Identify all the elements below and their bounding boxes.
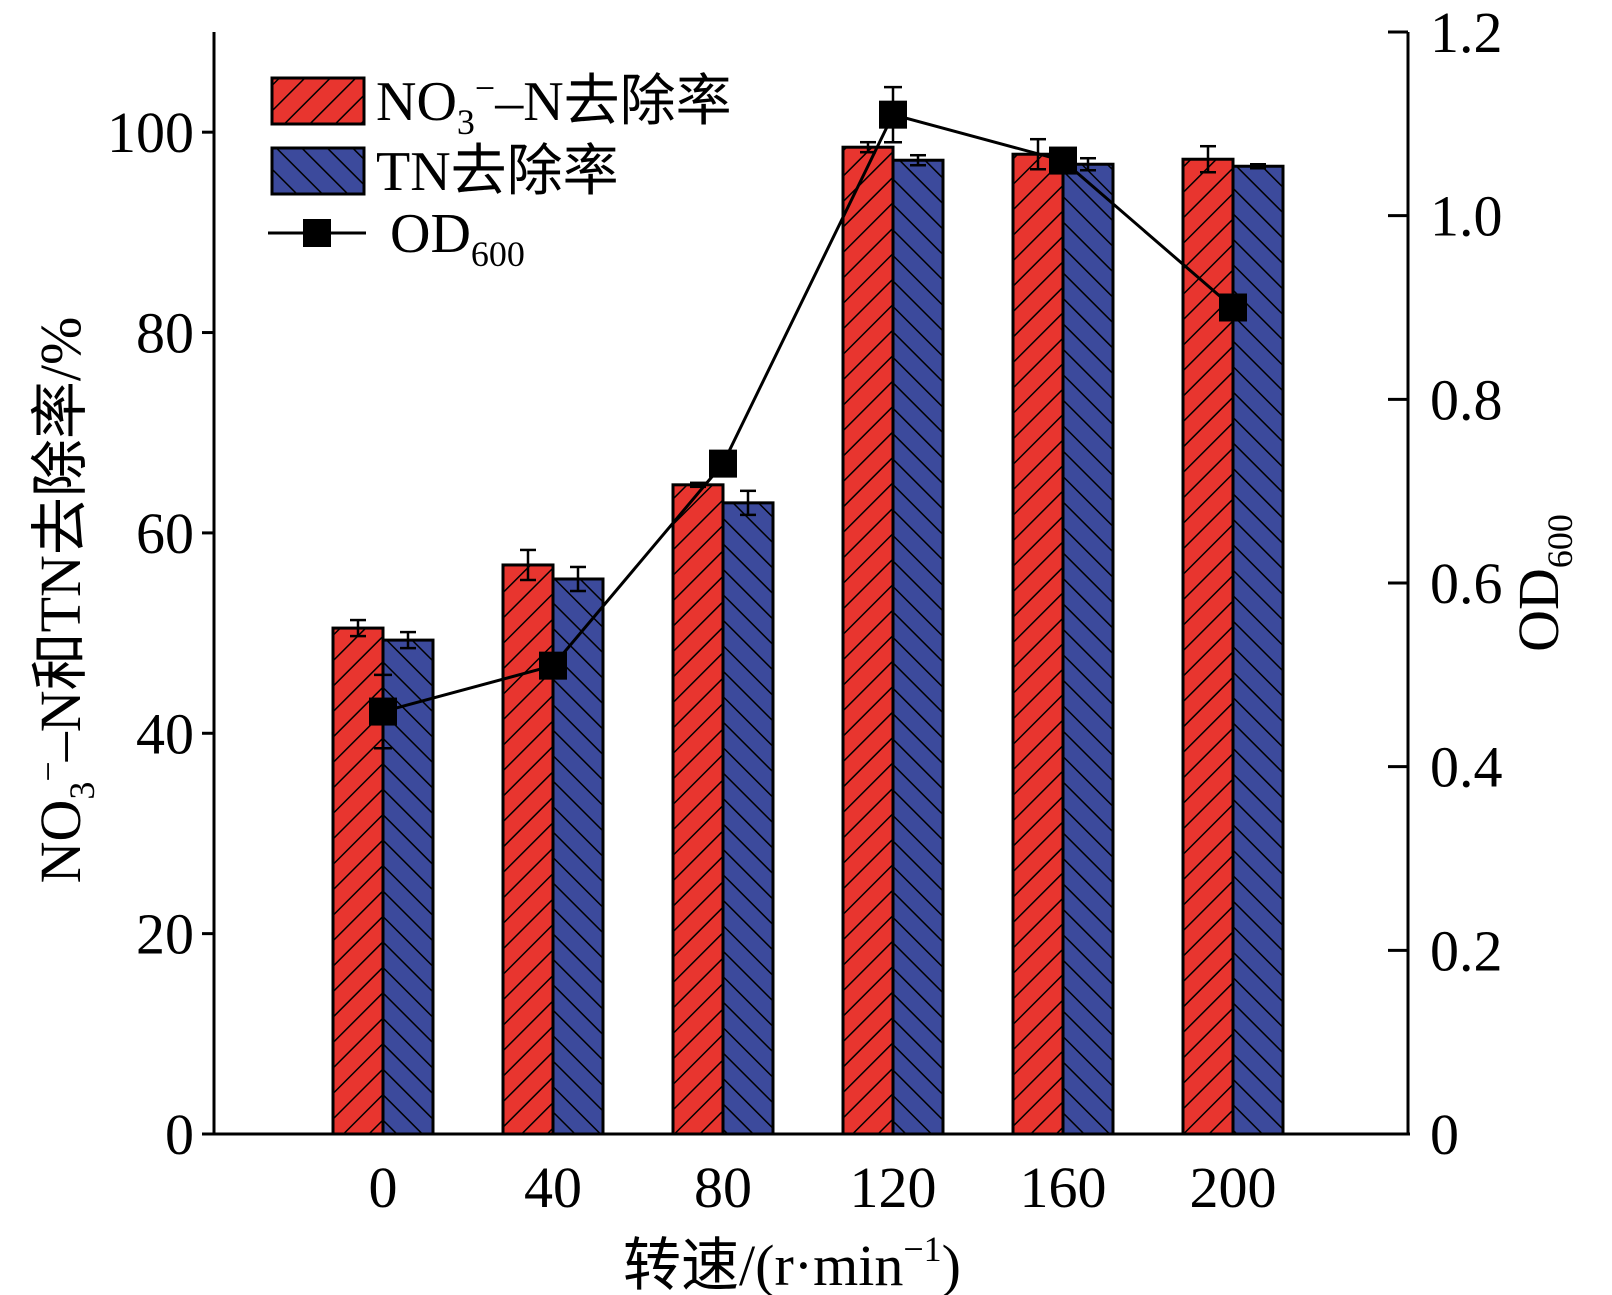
right-tick-label-1: 0.2 xyxy=(1430,918,1503,983)
x-tick-label-0: 0 xyxy=(369,1155,398,1220)
left-tick-label-0: 0 xyxy=(165,1102,194,1167)
bar-s0-3 xyxy=(841,145,895,1136)
right-tick-label-0: 0 xyxy=(1430,1102,1459,1167)
right-tick-label-6: 1.2 xyxy=(1430,0,1503,65)
left-tick-label-3: 60 xyxy=(136,501,194,566)
od600-point-3 xyxy=(879,100,907,129)
od600-point-4 xyxy=(1049,146,1077,175)
left-tick-label-2: 40 xyxy=(136,701,194,766)
bars xyxy=(331,145,1285,1136)
right-axis-title: OD600 xyxy=(1506,514,1580,652)
bar-s0-1 xyxy=(501,563,555,1136)
right-axis-ticks: 0 0.2 0.4 0.6 0.8 1.0 1.2 xyxy=(1388,0,1503,1167)
right-tick-label-4: 0.8 xyxy=(1430,367,1503,432)
right-tick-label-5: 1.0 xyxy=(1430,184,1503,249)
x-tick-label-4: 160 xyxy=(1020,1155,1107,1220)
right-tick-label-3: 0.6 xyxy=(1430,551,1503,616)
legend-label-od600: OD600 xyxy=(390,203,525,274)
bar-s1-2 xyxy=(721,501,775,1136)
bar-s1-5 xyxy=(1231,164,1285,1136)
error-bars xyxy=(350,137,1266,650)
x-tick-label-5: 200 xyxy=(1190,1155,1277,1220)
left-axis-ticks: 0 20 40 60 80 100 xyxy=(107,100,214,1167)
bar-s0-4 xyxy=(1011,152,1065,1136)
bar-s1-3 xyxy=(891,158,945,1136)
right-tick-label-2: 0.4 xyxy=(1430,735,1503,800)
od600-line xyxy=(369,85,1247,750)
x-tick-label-2: 80 xyxy=(694,1155,752,1220)
legend: NO3−–N去除率 TN去除率 OD600 xyxy=(268,68,732,274)
x-axis-ticks: 0 40 80 120 160 200 xyxy=(369,1155,1277,1220)
left-tick-label-5: 100 xyxy=(107,100,194,165)
left-tick-label-1: 20 xyxy=(136,902,194,967)
legend-marker-od600 xyxy=(303,219,331,247)
bar-s0-2 xyxy=(671,483,725,1136)
od600-point-2 xyxy=(709,449,737,478)
od600-point-1 xyxy=(539,651,567,680)
od600-polyline xyxy=(382,112,1234,714)
x-tick-label-3: 120 xyxy=(850,1155,937,1220)
od600-point-5 xyxy=(1219,293,1247,322)
left-axis-title: NO3−–N和TN去除率/% xyxy=(28,317,102,884)
x-tick-label-1: 40 xyxy=(524,1155,582,1220)
legend-label-no3: NO3−–N去除率 xyxy=(376,68,732,142)
od600-point-0 xyxy=(369,697,397,726)
legend-label-tn: TN去除率 xyxy=(376,141,619,203)
left-tick-label-4: 80 xyxy=(136,301,194,366)
x-axis-title: 转速/(r·min−1) xyxy=(623,1229,961,1295)
legend-swatch-tn xyxy=(270,146,366,196)
bar-s1-4 xyxy=(1061,162,1115,1136)
legend-swatch-no3 xyxy=(270,76,366,126)
